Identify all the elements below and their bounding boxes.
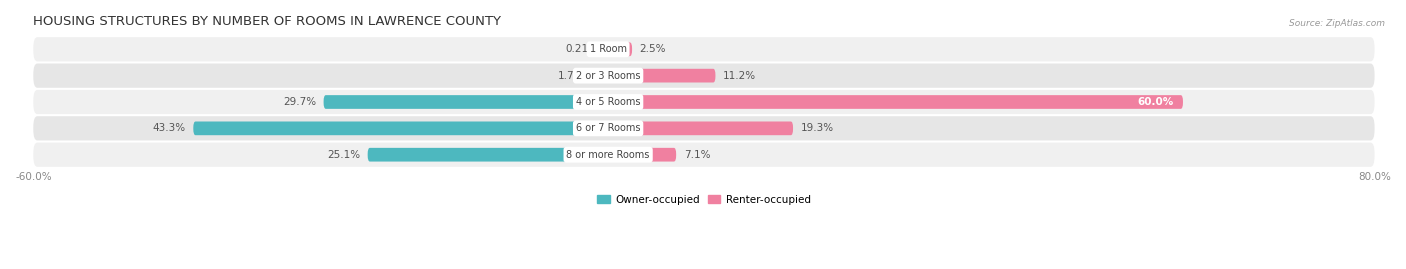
Text: 29.7%: 29.7% [283, 97, 316, 107]
Text: 1.7%: 1.7% [558, 71, 583, 81]
Text: Source: ZipAtlas.com: Source: ZipAtlas.com [1289, 19, 1385, 28]
FancyBboxPatch shape [609, 43, 633, 56]
Text: HOUSING STRUCTURES BY NUMBER OF ROOMS IN LAWRENCE COUNTY: HOUSING STRUCTURES BY NUMBER OF ROOMS IN… [34, 15, 502, 28]
FancyBboxPatch shape [609, 69, 716, 83]
Text: 25.1%: 25.1% [326, 150, 360, 160]
Text: 2.5%: 2.5% [640, 44, 666, 54]
Text: 11.2%: 11.2% [723, 71, 756, 81]
FancyBboxPatch shape [34, 143, 1375, 167]
FancyBboxPatch shape [609, 95, 1182, 109]
Text: 19.3%: 19.3% [800, 123, 834, 133]
FancyBboxPatch shape [193, 122, 609, 135]
FancyBboxPatch shape [34, 63, 1375, 88]
Text: 2 or 3 Rooms: 2 or 3 Rooms [576, 71, 640, 81]
Text: 1 Room: 1 Room [589, 44, 627, 54]
FancyBboxPatch shape [606, 43, 609, 56]
FancyBboxPatch shape [323, 95, 609, 109]
Text: 60.0%: 60.0% [1137, 97, 1174, 107]
Legend: Owner-occupied, Renter-occupied: Owner-occupied, Renter-occupied [593, 190, 815, 209]
FancyBboxPatch shape [34, 37, 1375, 61]
FancyBboxPatch shape [34, 90, 1375, 114]
Text: 6 or 7 Rooms: 6 or 7 Rooms [576, 123, 640, 133]
Text: 0.21%: 0.21% [565, 44, 599, 54]
Text: 43.3%: 43.3% [152, 123, 186, 133]
FancyBboxPatch shape [609, 122, 793, 135]
FancyBboxPatch shape [367, 148, 609, 162]
FancyBboxPatch shape [34, 116, 1375, 140]
Text: 7.1%: 7.1% [683, 150, 710, 160]
Text: 8 or more Rooms: 8 or more Rooms [567, 150, 650, 160]
FancyBboxPatch shape [592, 69, 609, 83]
Text: 4 or 5 Rooms: 4 or 5 Rooms [576, 97, 640, 107]
FancyBboxPatch shape [609, 148, 676, 162]
